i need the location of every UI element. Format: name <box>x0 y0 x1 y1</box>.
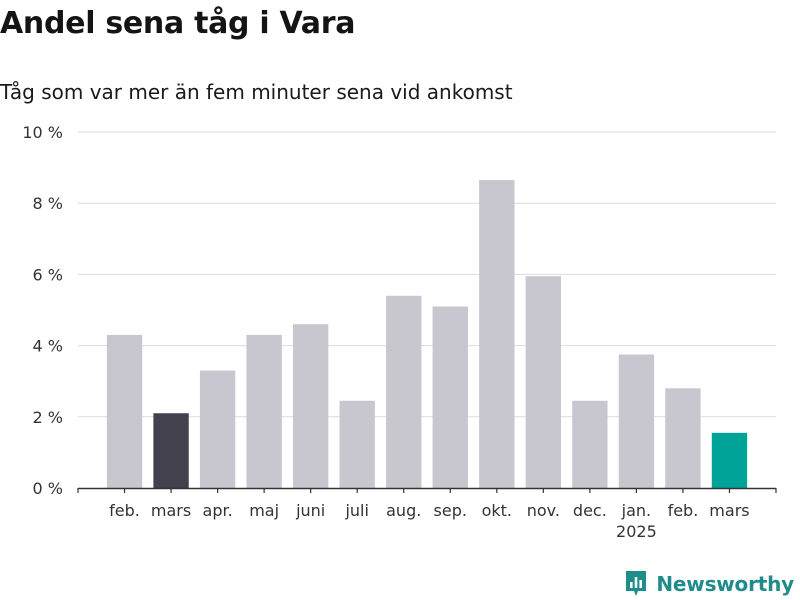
bar <box>665 388 701 488</box>
x-tick-label: sep. <box>434 501 467 520</box>
x-tick-label: mars <box>151 501 191 520</box>
bar <box>292 324 329 488</box>
bar <box>479 180 515 488</box>
bar <box>525 276 562 488</box>
bar <box>432 306 468 488</box>
x-tick-label: maj <box>249 501 279 520</box>
x-tick-label: apr. <box>203 501 233 520</box>
y-tick-label: 2 % <box>33 408 63 427</box>
bar <box>153 413 189 488</box>
bar <box>711 432 748 488</box>
bar <box>386 295 422 488</box>
x-tick-label: juli <box>344 501 368 520</box>
bar <box>618 354 655 488</box>
grid-lines <box>78 131 776 418</box>
y-tick-label: 8 % <box>33 194 63 213</box>
bar <box>572 400 608 488</box>
chart-subtitle: Tåg som var mer än fem minuter sena vid … <box>0 80 513 104</box>
x-tick-label: feb. <box>668 501 699 520</box>
y-tick-label: 4 % <box>33 337 63 356</box>
x-tick-sublabel: 2025 <box>616 522 657 541</box>
y-tick-label: 0 % <box>33 479 63 498</box>
x-axis-labels: feb. mars apr. maj juni juli aug. sep. okt. nov. d… <box>109 501 749 541</box>
x-tick-label: feb. <box>109 501 140 520</box>
x-tick-label: mars <box>709 501 749 520</box>
x-tick-label: dec. <box>573 501 607 520</box>
bar <box>339 400 375 488</box>
chart-title: Andel sena tåg i Vara <box>0 6 356 41</box>
brand-name: Newsworthy <box>656 572 794 596</box>
bar <box>106 334 143 488</box>
bar <box>246 334 282 488</box>
newsworthy-logo: Newsworthy <box>624 568 794 600</box>
x-tick-label: aug. <box>386 501 421 520</box>
y-tick-label: 10 % <box>22 123 63 142</box>
bar-chart-logo-icon <box>626 571 647 596</box>
bar-chart: 0 %2 %4 %6 %8 %10 % feb. mars apr. maj juni j… <box>22 123 777 541</box>
x-tick-label: okt. <box>482 501 512 520</box>
bar <box>199 370 236 488</box>
x-tick-label: jan. <box>621 501 651 520</box>
x-tick-label: juni <box>295 501 325 520</box>
x-tick-label: nov. <box>527 501 560 520</box>
y-tick-label: 6 % <box>33 265 63 284</box>
y-axis-labels: 0 % 2 % 4 % 6 % 8 % 10 % <box>22 123 63 498</box>
bars <box>106 180 748 488</box>
x-axis <box>77 487 777 493</box>
